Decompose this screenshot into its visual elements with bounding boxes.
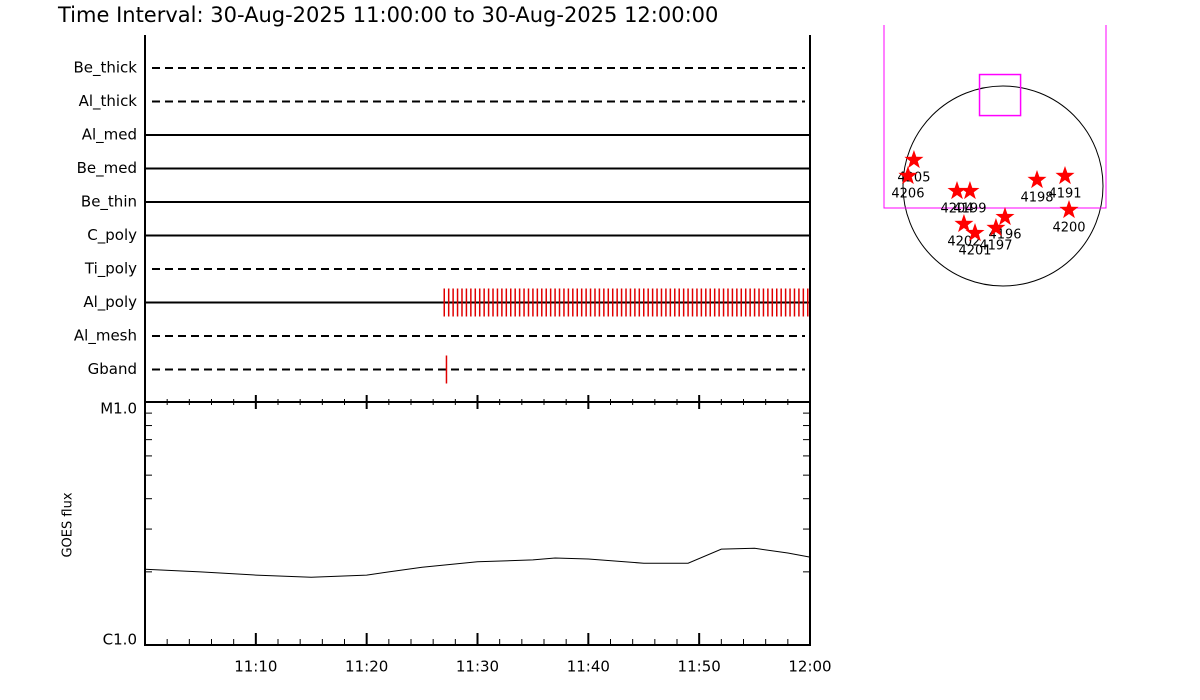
y-tick-label: C1.0 bbox=[103, 631, 137, 649]
region-star bbox=[904, 150, 924, 169]
region-label: 4191 bbox=[1048, 187, 1081, 202]
region-star bbox=[898, 166, 918, 185]
region-star bbox=[1059, 200, 1079, 219]
region-star bbox=[947, 181, 967, 200]
region-label: 4197 bbox=[979, 239, 1012, 254]
sun-map bbox=[883, 25, 1107, 287]
fov-frame bbox=[883, 25, 1107, 209]
filter-label: Be_med bbox=[77, 159, 137, 178]
region-label: 4201 bbox=[958, 244, 991, 259]
y-tick-label: M1.0 bbox=[100, 400, 137, 418]
goes-flux-line bbox=[144, 547, 811, 578]
region-label: 4199 bbox=[953, 202, 986, 217]
region-label: 4204 bbox=[940, 202, 973, 217]
solar-disk bbox=[902, 85, 1104, 287]
region-label: 4206 bbox=[891, 187, 924, 202]
region-label: 4198 bbox=[1020, 191, 1053, 206]
region-star bbox=[995, 207, 1015, 226]
fov-box bbox=[978, 73, 1022, 117]
x-tick-label: 11:20 bbox=[345, 658, 388, 676]
region-label: 4200 bbox=[1052, 221, 1085, 236]
region-star bbox=[960, 181, 980, 200]
x-tick-label: 11:50 bbox=[678, 658, 721, 676]
x-tick-label: 11:40 bbox=[567, 658, 610, 676]
filter-label: Al_thick bbox=[79, 92, 138, 111]
filter-label: Al_mesh bbox=[74, 327, 137, 346]
filter-label: Al_poly bbox=[83, 293, 137, 312]
x-tick-label: 12:00 bbox=[788, 658, 831, 676]
region-star bbox=[965, 223, 985, 242]
x-tick-label: 11:10 bbox=[234, 658, 277, 676]
region-star bbox=[986, 218, 1006, 237]
plot-frame bbox=[144, 401, 811, 646]
region-star bbox=[1027, 170, 1047, 189]
filter-label: Be_thick bbox=[73, 59, 137, 78]
y-axis-label: GOES flux bbox=[61, 492, 76, 557]
region-star bbox=[954, 214, 974, 233]
region-star bbox=[1055, 166, 1075, 185]
filter-label: C_poly bbox=[87, 226, 137, 245]
filter-label: Al_med bbox=[82, 126, 137, 145]
filter-label: Be_thin bbox=[81, 193, 137, 212]
x-tick-label: 11:30 bbox=[456, 658, 499, 676]
title: Time Interval: 30-Aug-2025 11:00:00 to 3… bbox=[57, 3, 718, 27]
filter-label: Ti_poly bbox=[84, 260, 137, 279]
filter-label: Gband bbox=[88, 360, 137, 378]
